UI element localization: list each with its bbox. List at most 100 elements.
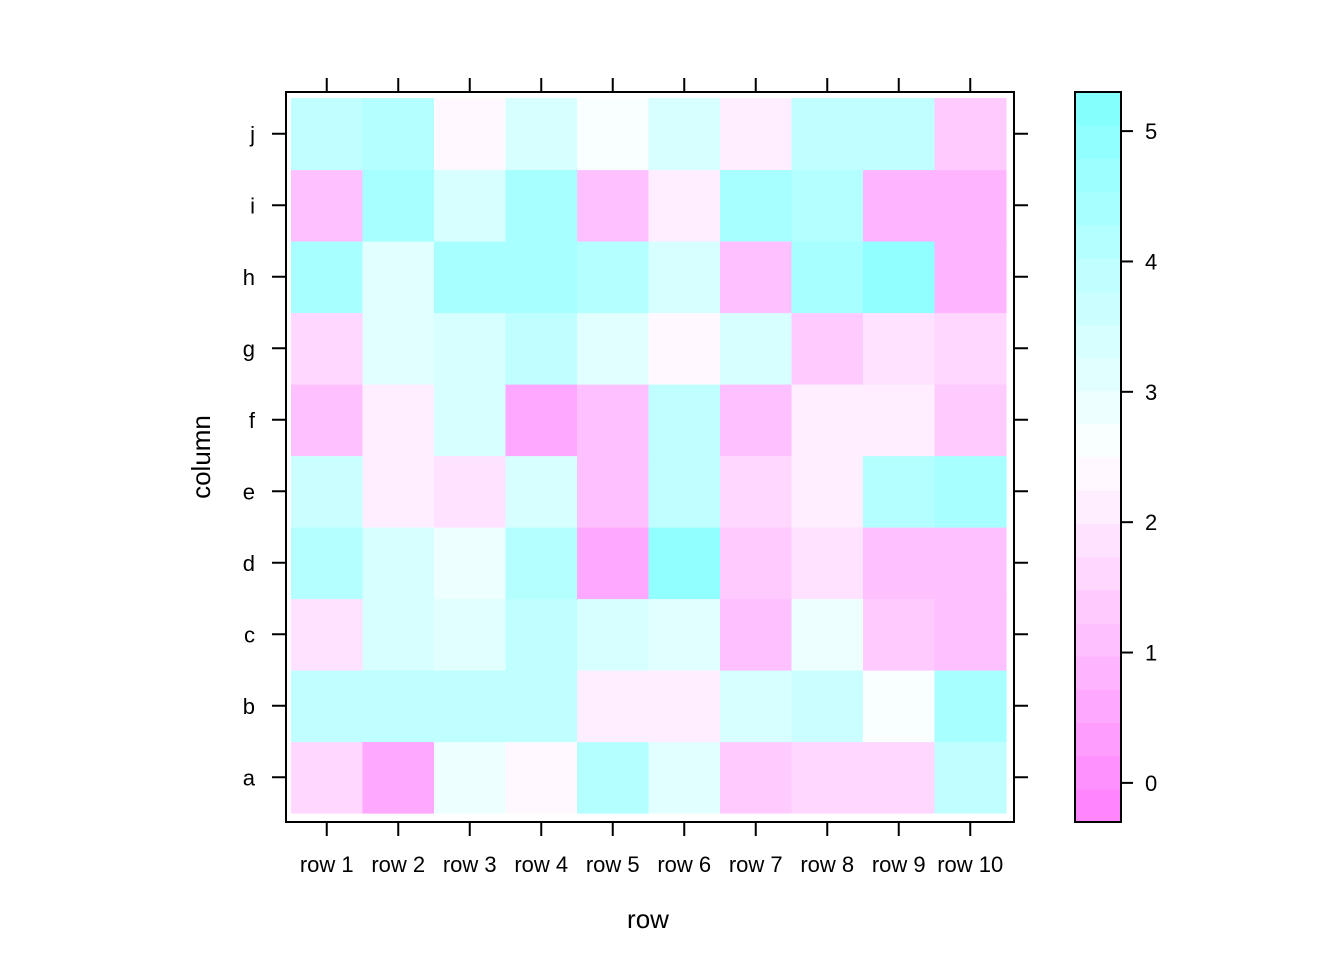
heatmap-cell [720,241,793,314]
heatmap-cell [434,384,507,457]
heatmap-cell [863,384,936,457]
heatmap-cell [648,312,721,385]
y-tick-label: b [243,694,255,719]
heatmap-cell [791,98,864,171]
colorbar-level [1075,390,1121,425]
heatmap-cell [791,384,864,457]
colorbar-frame [1074,91,1122,823]
axis-ticks [272,78,1028,836]
heatmap-cell [362,527,435,600]
colorbar-tick-label: 5 [1145,119,1157,144]
colorbar-level [1075,191,1121,226]
colorbar-level [1075,490,1121,524]
colorbar-tick-labels: 0 1 2 3 4 5 [1145,119,1157,796]
colorbar-level [1075,125,1121,159]
heatmap-cell [434,527,507,600]
heatmap-cell [863,241,936,314]
heatmap-cell [934,312,1007,385]
heatmap-cell [791,455,864,528]
x-tick-labels: row 1 row 2 row 3 row 4 row 5 row 6 row 7 row 8… [300,852,1003,877]
heatmap-cell [577,741,650,814]
colorbar-level [1075,423,1121,458]
heatmap-cell [720,741,793,814]
heatmap-cell [434,598,507,671]
heatmap-cell [577,241,650,314]
colorbar-level [1075,257,1121,292]
y-tick-label: i [250,193,255,218]
heatmap-cell [720,169,793,242]
plot-frame [285,91,1015,823]
colorbar-level [1075,556,1121,591]
heatmap-cell [791,312,864,385]
y-tick-label: d [243,551,255,576]
heatmap-cell [362,598,435,671]
heatmap-cell [720,455,793,528]
heatmap-cell [863,169,936,242]
y-tick-label: h [243,265,255,290]
heatmap-cell [791,741,864,814]
heatmap-cell [648,384,721,457]
x-tick-label: row 5 [586,852,640,877]
colorbar-level [1075,689,1121,724]
heatmap-cell [362,241,435,314]
heatmap-cell [291,741,364,814]
heatmap-cell [291,384,364,457]
heatmap-cell [934,169,1007,242]
heatmap-cell [720,527,793,600]
heatmap-cell [505,670,578,743]
colorbar-level [1075,722,1121,757]
heatmap-cell [720,670,793,743]
colorbar-level [1075,357,1121,392]
colorbar-level [1075,92,1121,126]
heatmap-cell [791,527,864,600]
heatmap-cell [577,384,650,457]
x-tick-label: row 4 [514,852,568,877]
heatmap-cell [362,455,435,528]
heatmap-cell [648,455,721,528]
heatmap-cell [648,98,721,171]
y-tick-label: f [249,408,256,433]
heatmap-cell [863,527,936,600]
y-tick-label: e [243,479,255,504]
heatmap-cell [434,312,507,385]
heatmap-cell [648,169,721,242]
heatmap-cell [291,670,364,743]
heatmap-cell [648,741,721,814]
heatmap-cell [577,670,650,743]
colorbar-level [1075,788,1121,823]
heatmap-cell [720,384,793,457]
heatmap-cell [434,169,507,242]
x-tick-label: row 6 [657,852,711,877]
heatmap-cell [505,98,578,171]
heatmap-cell [863,312,936,385]
x-tick-label: row 7 [729,852,783,877]
heatmap-cell [791,241,864,314]
heatmap-cell [291,527,364,600]
heatmap-cell [577,527,650,600]
colorbar-level [1075,158,1121,193]
heatmap-cell [505,241,578,314]
y-tick-label: c [244,622,255,647]
heatmap-cell [505,598,578,671]
colorbar-level [1075,622,1121,657]
heatmap-cell [577,312,650,385]
heatmap-cell [362,312,435,385]
heatmap-cell [291,312,364,385]
heatmap-cell [934,598,1007,671]
heatmap-cell [505,741,578,814]
y-tick-label: g [243,336,255,361]
heatmap-cell [577,98,650,171]
heatmap-cell [934,670,1007,743]
heatmap-cell [434,98,507,171]
colorbar-level [1075,291,1121,325]
heatmap-cell [648,598,721,671]
heatmap-cell [720,598,793,671]
colorbar-level [1075,224,1121,259]
y-tick-label: a [243,765,256,790]
colorbar [1074,91,1133,823]
colorbar-tick-label: 0 [1145,771,1157,796]
x-tick-label: row 2 [371,852,425,877]
heatmap-cell [934,384,1007,457]
heatmap-cell [505,455,578,528]
